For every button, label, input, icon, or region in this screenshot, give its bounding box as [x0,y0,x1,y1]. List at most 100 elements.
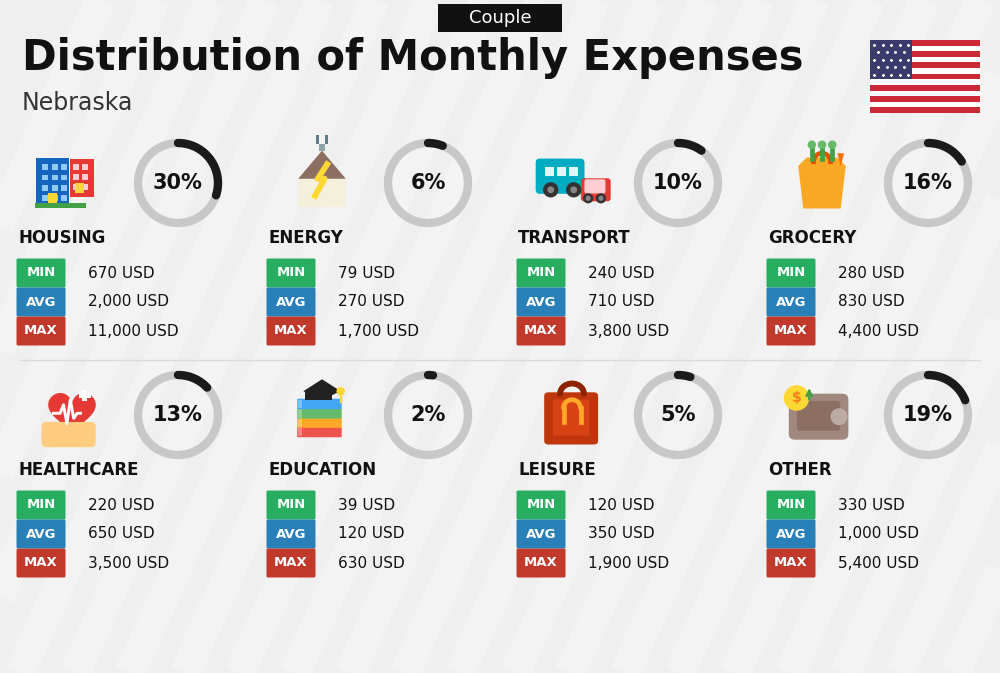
Bar [61,164,67,170]
FancyBboxPatch shape [516,520,566,548]
Text: AVG: AVG [526,528,556,540]
Text: 270 USD: 270 USD [338,295,404,310]
Text: MAX: MAX [274,324,308,337]
FancyBboxPatch shape [516,287,566,316]
Text: 3,500 USD: 3,500 USD [88,555,169,571]
Bar [870,40,980,113]
Text: $: $ [792,391,801,405]
Polygon shape [298,151,346,207]
Text: 220 USD: 220 USD [88,497,154,513]
Text: 5,400 USD: 5,400 USD [838,555,919,571]
Bar [82,174,88,180]
FancyBboxPatch shape [16,548,66,577]
Bar [52,164,58,170]
Circle shape [784,385,809,411]
Text: 120 USD: 120 USD [338,526,404,542]
Bar [870,102,980,108]
Text: MIN: MIN [26,499,56,511]
Text: 79 USD: 79 USD [338,266,395,281]
Bar [82,164,88,170]
FancyBboxPatch shape [16,316,66,345]
Bar [316,135,319,144]
Text: 19%: 19% [903,405,953,425]
Text: Nebraska: Nebraska [22,91,133,115]
Circle shape [336,387,345,396]
Text: MIN: MIN [26,267,56,279]
Text: MAX: MAX [24,324,58,337]
Text: 240 USD: 240 USD [588,266,654,281]
FancyBboxPatch shape [266,491,316,520]
Text: MIN: MIN [276,267,306,279]
Text: HEALTHCARE: HEALTHCARE [18,461,138,479]
Bar [73,184,79,190]
FancyBboxPatch shape [544,392,598,444]
FancyBboxPatch shape [266,287,316,316]
Bar [36,158,69,208]
Bar [870,51,980,57]
Circle shape [547,186,554,193]
FancyBboxPatch shape [16,258,66,287]
Polygon shape [48,393,96,436]
Bar [870,91,980,96]
Text: 11,000 USD: 11,000 USD [88,324,179,339]
FancyBboxPatch shape [297,417,342,428]
Text: 1,000 USD: 1,000 USD [838,526,919,542]
Circle shape [828,141,836,149]
FancyBboxPatch shape [767,548,816,577]
Polygon shape [837,153,844,166]
Text: MAX: MAX [24,557,58,569]
Circle shape [566,182,581,197]
Text: 120 USD: 120 USD [588,497,654,513]
Bar [42,164,48,170]
Text: MAX: MAX [774,557,808,569]
Circle shape [830,409,848,425]
Bar [870,73,980,79]
Circle shape [570,186,577,193]
FancyBboxPatch shape [266,548,316,577]
FancyBboxPatch shape [767,258,816,287]
Text: 630 USD: 630 USD [338,555,405,571]
Bar [42,174,48,180]
Circle shape [596,193,606,203]
Text: HOUSING: HOUSING [18,229,105,247]
Circle shape [818,141,826,149]
Bar [870,79,980,85]
Bar [73,164,79,170]
Text: 16%: 16% [903,173,953,193]
Text: AVG: AVG [776,528,806,540]
Text: MAX: MAX [774,324,808,337]
Text: 2,000 USD: 2,000 USD [88,295,169,310]
Text: 39 USD: 39 USD [338,497,395,513]
Circle shape [598,196,603,201]
Text: MIN: MIN [776,267,806,279]
Text: GROCERY: GROCERY [768,229,856,247]
Text: MAX: MAX [274,557,308,569]
FancyBboxPatch shape [516,258,566,287]
Text: Couple: Couple [469,9,531,27]
Circle shape [543,182,558,197]
Text: 650 USD: 650 USD [88,526,155,542]
FancyBboxPatch shape [767,316,816,345]
FancyBboxPatch shape [297,427,342,437]
FancyBboxPatch shape [516,548,566,577]
Bar [73,174,79,180]
Text: TRANSPORT: TRANSPORT [518,229,631,247]
FancyBboxPatch shape [536,159,584,194]
FancyBboxPatch shape [584,179,605,194]
Text: AVG: AVG [276,295,306,308]
Bar [325,135,328,144]
Text: MIN: MIN [776,499,806,511]
Bar [52,184,58,190]
FancyBboxPatch shape [789,394,848,439]
FancyBboxPatch shape [266,316,316,345]
Bar [870,96,980,102]
FancyBboxPatch shape [553,399,589,435]
Bar [545,167,554,176]
FancyBboxPatch shape [297,408,342,419]
Bar [319,144,325,151]
Bar [82,184,88,190]
FancyBboxPatch shape [16,491,66,520]
Text: ENERGY: ENERGY [268,229,343,247]
Text: 350 USD: 350 USD [588,526,655,542]
Text: Distribution of Monthly Expenses: Distribution of Monthly Expenses [22,37,804,79]
